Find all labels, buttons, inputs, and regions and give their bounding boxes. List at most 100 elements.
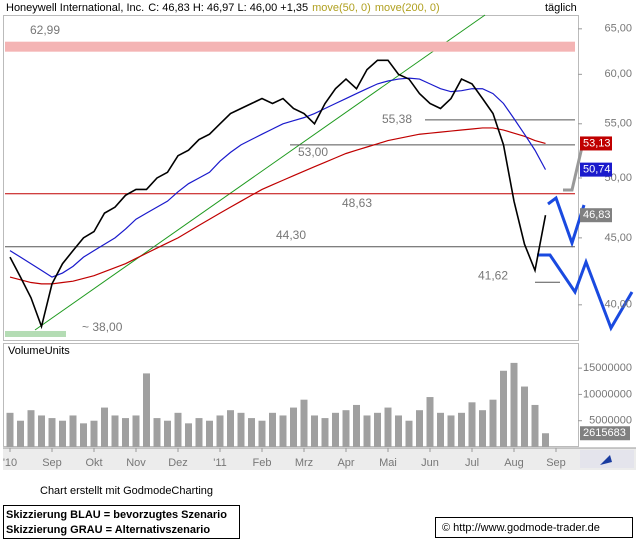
volume-bar (426, 397, 434, 447)
volume-bar (531, 404, 539, 447)
url[interactable]: © http://www.godmode-trader.de (442, 522, 600, 534)
x-tick-label: Sep (42, 457, 62, 469)
x-tick-label: Jul (465, 457, 479, 469)
note-box (3, 505, 240, 539)
credit: Chart erstellt mit GodmodeCharting (40, 485, 213, 497)
volume-bar (27, 410, 35, 447)
volume-bar (405, 420, 413, 447)
volume-bar (510, 362, 518, 447)
x-tick-label: Mai (379, 457, 397, 469)
volume-box-label: 2615683 (583, 427, 626, 439)
volume-bar (195, 418, 203, 447)
x-tick-label: Feb (253, 457, 272, 469)
volume-bar (174, 412, 182, 447)
volume-bar (164, 420, 171, 447)
level-label: 41,62 (478, 268, 508, 282)
level-label: ~ 38,00 (82, 320, 123, 334)
note: Skizzierung BLAU = bevorzugtes Szenario (6, 509, 227, 521)
volume-bar (17, 420, 24, 447)
volume-bar (447, 415, 455, 447)
x-tick-label: '10 (3, 457, 17, 469)
header: Honeywell International, Inc. C: 46,83 H:… (6, 2, 440, 14)
volume-bar (258, 420, 266, 447)
timeframe: täglich (545, 2, 577, 14)
level-label: 55,38 (382, 112, 412, 126)
volume-bar (363, 415, 371, 447)
price-box-label: 50,74 (583, 164, 611, 176)
volume-bar (458, 412, 465, 447)
x-tick-label: Dez (168, 457, 188, 469)
x-tick-label: Apr (337, 457, 354, 469)
x-tick-label: Nov (126, 457, 146, 469)
header-ma200: move(200, 0) (375, 2, 440, 14)
volume-bar (59, 420, 66, 447)
price-line (9, 59, 547, 330)
volume-bar (395, 415, 402, 447)
header-name: Honeywell International, Inc. (6, 2, 144, 14)
volume-bar (500, 370, 507, 447)
volume-bar (153, 418, 161, 447)
volume-bar (248, 418, 255, 447)
level-label: 53,00 (298, 145, 328, 159)
note: Skizzierung GRAU = Alternativszenario (6, 524, 210, 536)
volume-bar (521, 386, 528, 447)
moving-average (9, 77, 547, 278)
level-label: 48,63 (342, 196, 372, 210)
volume-bar (206, 420, 213, 447)
volume-bar (468, 402, 476, 447)
price-box (580, 136, 612, 151)
x-tick-label: Aug (504, 457, 524, 469)
volume-bar (132, 415, 140, 447)
header-ma50: move(50, 0) (312, 2, 371, 14)
volume-bar (90, 420, 98, 447)
volume-bar (416, 410, 423, 447)
level-label: 62,99 (30, 23, 60, 37)
volume-bar (143, 373, 150, 447)
header-quote: C: 46,83 H: 46,97 L: 46,00 +1,35 (148, 2, 308, 14)
volume-bar (290, 407, 297, 447)
y-tick-label: 55,00 (604, 118, 632, 130)
level-label: 44,30 (276, 228, 306, 242)
volume-bar (185, 423, 192, 447)
price-box (580, 208, 612, 223)
volume-bar (479, 410, 486, 447)
x-tick-label: Sep (546, 457, 566, 469)
volume-bar (237, 412, 245, 447)
volume-bar (227, 410, 234, 447)
volume-bar (374, 412, 381, 447)
volume-bar (38, 415, 45, 447)
price-box-label: 53,13 (583, 137, 611, 149)
volume-bar (332, 412, 339, 447)
volume-bar (122, 418, 129, 447)
nav-icon (600, 455, 612, 465)
volume-bar (269, 412, 276, 447)
volume-bar (321, 418, 329, 447)
volume-label: VolumeUnits (8, 345, 70, 357)
y-tick-label: 45,00 (604, 232, 632, 244)
volume-bar (216, 415, 224, 447)
x-tick-label: '11 (213, 457, 227, 469)
url-box (435, 517, 633, 538)
sketch-blue-upper (547, 195, 586, 248)
level-band (5, 330, 66, 337)
level-band (5, 41, 575, 52)
volume-bar (48, 418, 56, 447)
volume-bar (101, 407, 108, 447)
y-tick-label: 65,00 (604, 23, 632, 35)
volume-bar (300, 399, 308, 447)
sketch-blue-lower (537, 253, 634, 332)
volume-box (580, 426, 630, 441)
volume-bar (353, 404, 360, 447)
price-box (580, 162, 612, 177)
volume-bar (69, 415, 77, 447)
volume-bar (111, 415, 119, 447)
y-tick-label: 5000000 (589, 415, 632, 427)
volume-bar (489, 399, 497, 447)
y-tick-label: 15000000 (583, 362, 632, 374)
volume-bar (542, 433, 549, 447)
volume-bar (384, 407, 392, 447)
volume-bar (311, 415, 318, 447)
x-axis-strip (3, 448, 636, 470)
y-tick-label: 60,00 (604, 68, 632, 80)
